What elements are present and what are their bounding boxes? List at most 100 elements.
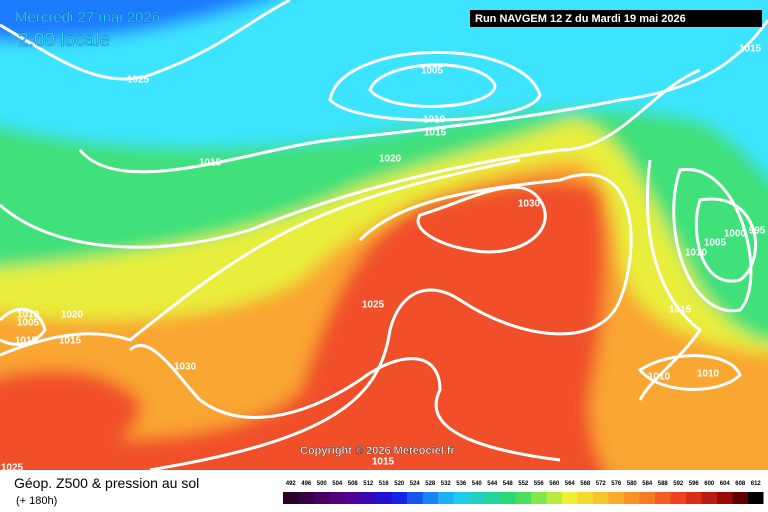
- legend-label: 548: [503, 481, 514, 487]
- isobar-label: 1015: [15, 336, 38, 347]
- legend-swatch: [562, 492, 578, 504]
- isobar-label: 1000: [724, 229, 747, 240]
- legend-swatch: [360, 492, 376, 504]
- isobar-label: 1005: [704, 238, 727, 249]
- legend-swatch: [438, 492, 454, 504]
- legend-label: 512: [363, 481, 374, 487]
- legend-swatch: [655, 492, 671, 504]
- footer-title: Géop. Z500 & pression au sol: [14, 475, 199, 491]
- isobar-label: 1010: [697, 369, 720, 380]
- legend-label: 544: [487, 481, 498, 487]
- legend-label: 500: [317, 481, 328, 487]
- isobar-label: 1015: [424, 128, 447, 139]
- footer-bg: [0, 470, 768, 512]
- footer-lead: (+ 180h): [16, 495, 57, 507]
- isobar-label: 1015: [372, 457, 395, 468]
- band-red: [0, 180, 620, 490]
- isobar: [694, 197, 757, 283]
- legend-label: 580: [627, 481, 638, 487]
- isobars: [0, 0, 768, 470]
- isobar: [416, 185, 547, 254]
- legend-label: 588: [658, 481, 669, 487]
- legend-swatch: [608, 492, 624, 504]
- legend-label: 568: [580, 481, 591, 487]
- isobar-label: 1030: [174, 362, 197, 373]
- legend-label: 560: [549, 481, 560, 487]
- isobar: [149, 173, 633, 472]
- isobar: [368, 63, 497, 108]
- isobar-label: 1010: [648, 372, 671, 383]
- legend-label: 600: [704, 481, 715, 487]
- legend-swatch: [515, 492, 531, 504]
- legend-swatch: [298, 492, 314, 504]
- isobar-label: 1025: [362, 300, 385, 311]
- isobar-label: 1020: [379, 154, 402, 165]
- legend-swatch: [484, 492, 500, 504]
- isobar: [128, 343, 561, 462]
- isobar-label: 1005: [17, 318, 40, 329]
- isobar: [0, 307, 47, 346]
- map-date: Mercredi 27 mai 2026: [15, 9, 160, 26]
- run-info: Run NAVGEM 12 Z du Mardi 19 mai 2026: [475, 13, 686, 25]
- legend-swatch: [732, 492, 748, 504]
- legend-swatch: [407, 492, 423, 504]
- legend-label: 504: [332, 481, 343, 487]
- isobar-label: 1010: [685, 248, 708, 259]
- legend-label: 556: [534, 481, 545, 487]
- legend-swatch: [593, 492, 609, 504]
- legend-swatch: [391, 492, 407, 504]
- isobar: [637, 354, 742, 391]
- isobar-label: 1015: [669, 305, 692, 316]
- legend-swatch: [670, 492, 686, 504]
- legend-swatch: [469, 492, 485, 504]
- legend-label: 612: [751, 481, 762, 487]
- isobar: [0, 0, 291, 81]
- isobar-label: 1015: [199, 158, 222, 169]
- legend-swatch: [577, 492, 593, 504]
- isobar-label: 1025: [1, 463, 24, 474]
- legend-swatch: [500, 492, 516, 504]
- copyright: Copyright © 2026 Meteociel.fr: [300, 445, 456, 457]
- isobar-label: 1030: [518, 199, 541, 210]
- legend-swatch: [329, 492, 345, 504]
- isobar-label: 995: [749, 226, 766, 237]
- legend-swatch: [717, 492, 733, 504]
- legend-label: 572: [596, 481, 607, 487]
- legend-label: 496: [301, 481, 312, 487]
- legend-label: 608: [735, 481, 746, 487]
- legend-label: 524: [410, 481, 421, 487]
- legend-swatch: [531, 492, 547, 504]
- isobar-label: 1005: [421, 66, 444, 77]
- legend-label: 520: [394, 481, 405, 487]
- legend-label: 536: [456, 481, 467, 487]
- isobar: [0, 158, 521, 357]
- isobar-label: 1015: [59, 336, 82, 347]
- band-red-west: [0, 369, 141, 470]
- legend-swatch: [546, 492, 562, 504]
- legend-label: 516: [379, 481, 390, 487]
- legend-label: 508: [348, 481, 359, 487]
- legend-label: 596: [689, 481, 700, 487]
- legend-swatch: [624, 492, 640, 504]
- color-legend: 492 496 500 504 508 512 516 520 524 528 532 536 540 5…: [283, 481, 764, 504]
- run-banner: [470, 10, 762, 27]
- isobar: [78, 19, 768, 174]
- legend-label: 564: [565, 481, 576, 487]
- legend-swatch: [748, 492, 764, 504]
- legend-label: 528: [425, 481, 436, 487]
- legend-label: 492: [286, 481, 297, 487]
- legend-label: 584: [642, 481, 653, 487]
- legend-swatch: [283, 492, 299, 504]
- isobar-label: 1010: [423, 115, 446, 126]
- legend-label: 540: [472, 481, 483, 487]
- legend-swatch: [453, 492, 469, 504]
- legend-label: 552: [518, 481, 529, 487]
- legend-swatch: [422, 492, 438, 504]
- legend-swatch: [686, 492, 702, 504]
- isobar: [672, 168, 753, 313]
- legend-swatch: [345, 492, 361, 504]
- isobar-labels: 1025100510101015101510151020103010051000…: [1, 44, 766, 474]
- isobar-label: 1015: [739, 44, 762, 55]
